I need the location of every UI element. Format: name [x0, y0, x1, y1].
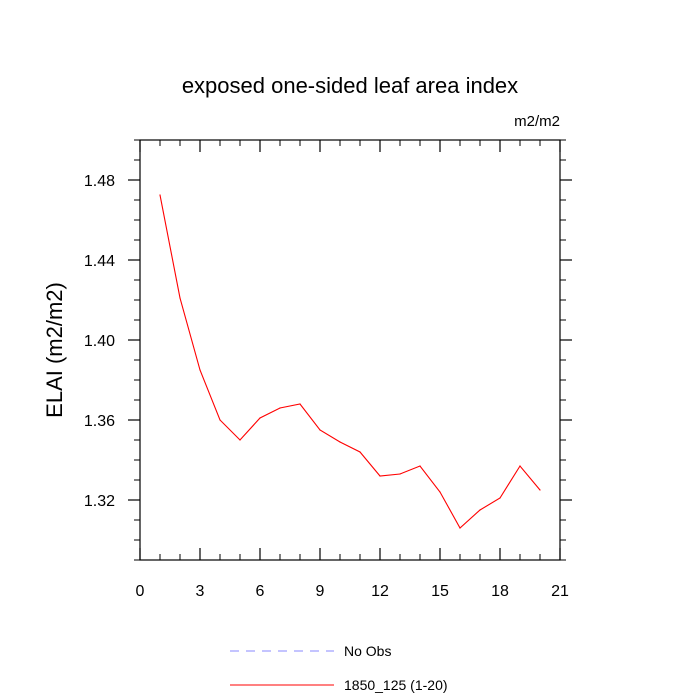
x-tick-label: 21	[551, 583, 569, 600]
y-tick-label: 1.32	[84, 493, 115, 510]
data-point	[279, 407, 281, 409]
data-point	[159, 194, 161, 196]
legend: No Obs 1850_125 (1-20)	[230, 643, 448, 693]
data-point	[379, 475, 381, 477]
axis-tick-labels: 0 3 6 9 12 15 18 21 1.32 1.36 1.40 1.44 1.48	[84, 173, 569, 600]
data-point	[339, 441, 341, 443]
data-point	[419, 465, 421, 467]
x-tick-label: 12	[371, 583, 389, 600]
x-tick-label: 9	[316, 583, 325, 600]
data-point	[479, 509, 481, 511]
data-point	[519, 465, 521, 467]
data-point	[179, 297, 181, 299]
data-point	[319, 429, 321, 431]
x-tick-label: 3	[196, 583, 205, 600]
data-point	[439, 491, 441, 493]
y-tick-label: 1.40	[84, 333, 115, 350]
series-layer	[159, 194, 541, 529]
x-tick-label: 15	[431, 583, 449, 600]
legend-label: No Obs	[344, 643, 391, 659]
data-point	[399, 473, 401, 475]
axis-ticks	[128, 139, 572, 561]
data-point	[199, 369, 201, 371]
units-label: m2/m2	[514, 113, 560, 130]
data-point	[539, 489, 541, 491]
x-tick-label: 0	[136, 583, 145, 600]
y-tick-label: 1.36	[84, 413, 115, 430]
x-tick-label: 6	[256, 583, 265, 600]
y-tick-label: 1.48	[84, 173, 115, 190]
data-point	[259, 417, 261, 419]
y-tick-label: 1.44	[84, 253, 115, 270]
series-line	[159, 194, 541, 529]
data-point	[299, 403, 301, 405]
chart-title: exposed one-sided leaf area index	[182, 73, 518, 98]
y-axis-label: ELAI (m2/m2)	[42, 282, 67, 418]
legend-label: 1850_125 (1-20)	[344, 677, 448, 693]
data-point	[359, 451, 361, 453]
data-point	[499, 497, 501, 499]
data-point	[459, 527, 461, 529]
data-point	[219, 419, 221, 421]
data-point	[239, 439, 241, 441]
plot-frame	[139, 139, 561, 561]
x-tick-label: 18	[491, 583, 509, 600]
